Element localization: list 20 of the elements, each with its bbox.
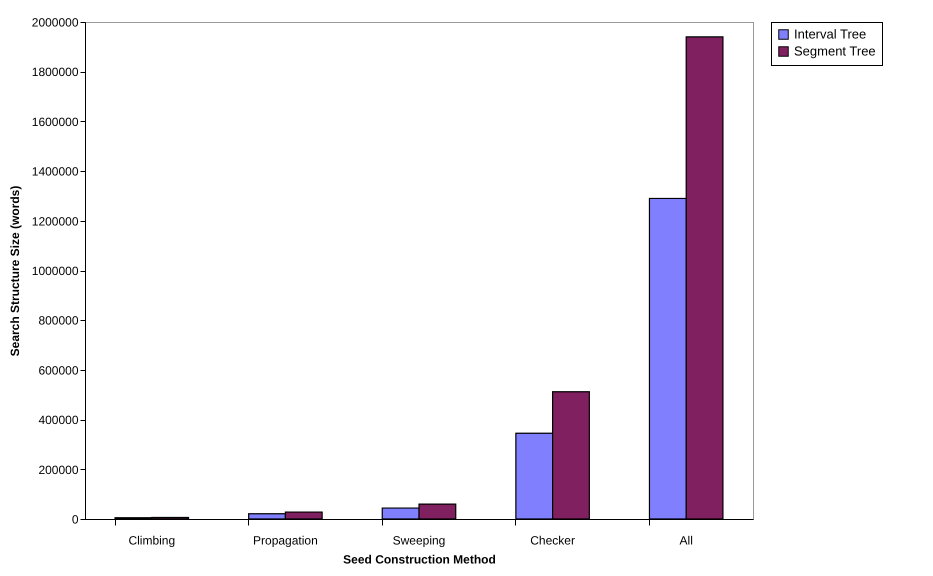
y-tick-label: 1600000 <box>32 114 79 129</box>
y-tick-label: 1800000 <box>32 65 79 80</box>
y-tick-label: 2000000 <box>32 16 79 30</box>
x-axis-title: Seed Construction Method <box>343 552 496 566</box>
y-tick-label: 1200000 <box>32 214 79 228</box>
x-tick-label: Propagation <box>253 534 318 548</box>
y-tick-label: 1400000 <box>32 164 79 179</box>
x-tick-label: All <box>680 534 693 548</box>
x-tick-label: Sweeping <box>392 534 446 548</box>
y-tick-label: 1000000 <box>32 264 79 278</box>
y-tick-label: 400000 <box>38 413 79 428</box>
y-tick-label: 0 <box>72 512 79 526</box>
x-tick-label: Climbing <box>128 534 176 548</box>
y-tick-label: 600000 <box>38 363 79 378</box>
x-tick-label: Checker <box>530 534 575 548</box>
y-tick-label: 800000 <box>38 314 79 328</box>
y-axis-title: Search Structure Size (words) <box>8 186 22 356</box>
legend-label: Segment Tree <box>794 44 876 58</box>
y-tick-label: 200000 <box>38 462 79 477</box>
legend-label: Interval Tree <box>794 26 866 42</box>
